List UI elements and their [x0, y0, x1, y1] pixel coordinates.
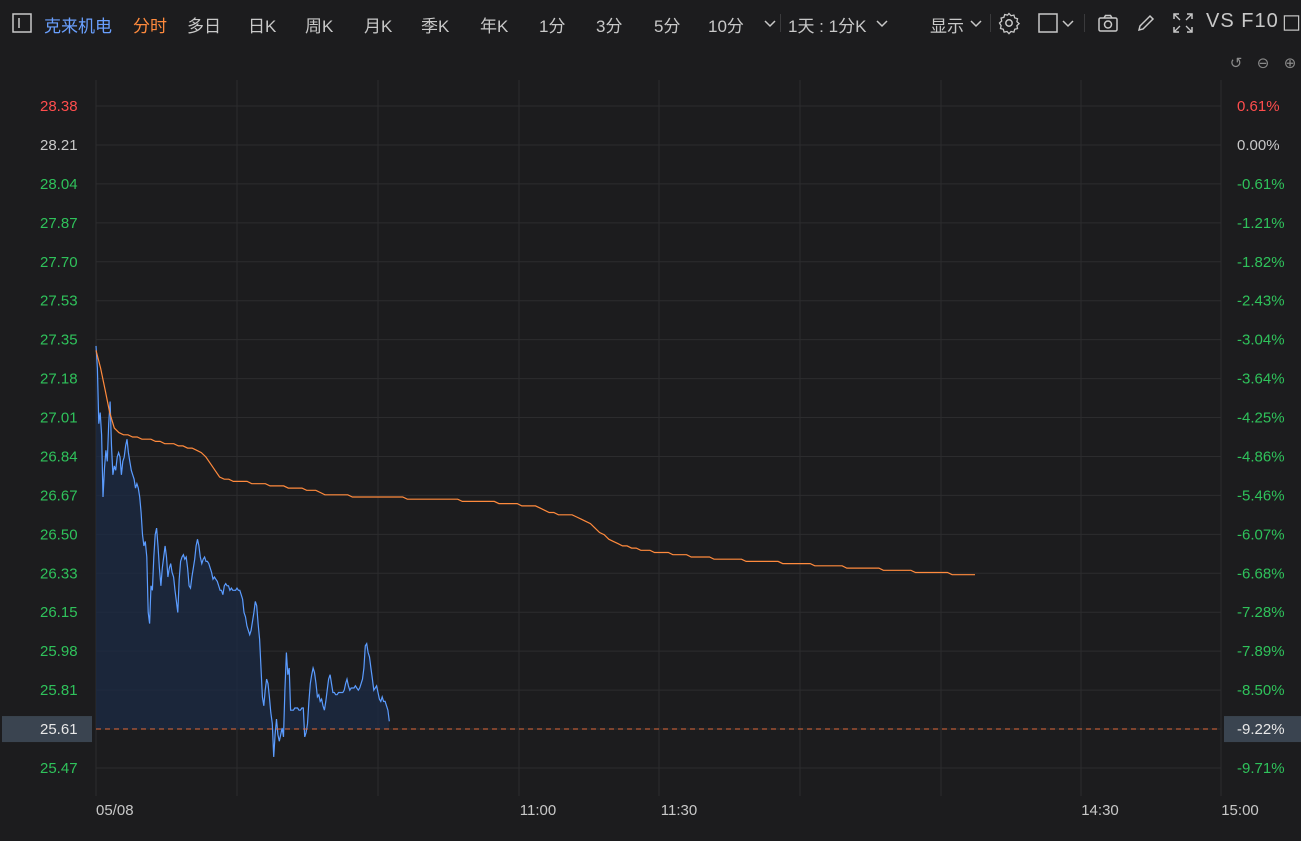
- pencil-icon[interactable]: [1134, 11, 1158, 35]
- intraday-chart[interactable]: ↺ ⊖ ⊕ 28.38 28.21 28.04 27.87 27.70 27.53 27.35 27…: [0, 46, 1301, 841]
- y-tick-right: -4.25%: [1237, 410, 1285, 427]
- y-tick-left: 25.61: [40, 721, 78, 738]
- y-tick-right: -3.04%: [1237, 332, 1285, 349]
- y-tick-left: 27.18: [40, 371, 78, 388]
- chevron-down-icon[interactable]: [870, 11, 894, 35]
- x-tick: 05/08: [96, 802, 134, 819]
- panel-icon[interactable]: [1282, 11, 1301, 35]
- zoom-out-icon: ⊖: [1257, 54, 1270, 72]
- y-tick-right: -8.50%: [1237, 682, 1285, 699]
- period-selector[interactable]: 1天 : 1分K: [788, 17, 867, 36]
- y-tick-left: 26.15: [40, 604, 78, 621]
- y-tick-left: 27.70: [40, 254, 78, 271]
- y-tick-left: 25.47: [40, 760, 78, 777]
- y-tick-right: -1.82%: [1237, 254, 1285, 271]
- tab-intraday[interactable]: 分时: [133, 17, 167, 36]
- y-tick-left: 27.35: [40, 332, 78, 349]
- x-tick: 15:00: [1221, 802, 1259, 819]
- camera-icon[interactable]: [1096, 11, 1120, 35]
- y-tick-right: -6.07%: [1237, 526, 1285, 543]
- price-line: [95, 345, 390, 757]
- tab-10min[interactable]: 10分: [708, 17, 744, 36]
- tab-yearly-k[interactable]: 年K: [480, 17, 509, 36]
- tab-5min[interactable]: 5分: [654, 17, 681, 36]
- chevron-down-icon[interactable]: [1056, 11, 1080, 35]
- chevron-down-icon[interactable]: [964, 11, 988, 35]
- y-tick-left: 26.67: [40, 487, 78, 504]
- y-tick-left: 26.84: [40, 448, 78, 465]
- square-icon[interactable]: [1036, 11, 1060, 35]
- tab-multiday[interactable]: 多日: [187, 17, 221, 36]
- y-tick-left: 26.33: [40, 565, 78, 582]
- y-tick-right: -2.43%: [1237, 293, 1285, 310]
- y-tick-right: -0.61%: [1237, 176, 1285, 193]
- toolbar: 克来机电 分时 多日 日K 周K 月K 季K 年K 1分 3分 5分 10分 1…: [0, 0, 1301, 47]
- average-line: [95, 350, 975, 576]
- reset-icon: ↺: [1230, 54, 1243, 72]
- tab-3min[interactable]: 3分: [596, 17, 623, 36]
- y-tick-right: -3.64%: [1237, 371, 1285, 388]
- x-tick: 11:00: [520, 802, 556, 819]
- y-tick-left: 26.50: [40, 526, 78, 543]
- y-tick-right: -7.28%: [1237, 604, 1285, 621]
- tab-daily-k[interactable]: 日K: [248, 17, 277, 36]
- y-tick-right: -5.46%: [1237, 487, 1285, 504]
- y-tick-left: 28.21: [40, 137, 78, 154]
- y-tick-left: 25.81: [40, 682, 78, 699]
- sidebar-toggle-icon[interactable]: [10, 11, 34, 35]
- vs-f10-button[interactable]: VS F10: [1206, 10, 1279, 32]
- y-tick-right: -6.68%: [1237, 565, 1285, 582]
- y-tick-left: 28.38: [40, 98, 78, 115]
- tab-monthly-k[interactable]: 月K: [364, 17, 393, 36]
- stock-name[interactable]: 克来机电: [44, 17, 112, 36]
- y-tick-right: -1.21%: [1237, 215, 1285, 232]
- divider: [990, 14, 991, 32]
- y-tick-left: 25.98: [40, 643, 78, 660]
- price-area: [96, 345, 390, 757]
- fullscreen-icon[interactable]: [1171, 11, 1195, 35]
- gear-icon[interactable]: [997, 11, 1021, 35]
- divider: [780, 14, 781, 32]
- y-tick-right: -9.22%: [1237, 721, 1285, 738]
- y-tick-right: -9.71%: [1237, 760, 1285, 777]
- tab-quarterly-k[interactable]: 季K: [421, 17, 450, 36]
- y-tick-left: 27.87: [40, 215, 78, 232]
- divider: [1084, 14, 1085, 32]
- y-tick-right: -7.89%: [1237, 643, 1285, 660]
- y-tick-right: 0.61%: [1237, 98, 1280, 115]
- y-tick-right: 0.00%: [1237, 137, 1280, 154]
- tab-1min[interactable]: 1分: [539, 17, 566, 36]
- current-pct-badge: [1224, 716, 1301, 743]
- display-menu[interactable]: 显示: [930, 17, 964, 36]
- x-tick: 11:30: [661, 802, 697, 819]
- tab-weekly-k[interactable]: 周K: [305, 17, 334, 36]
- y-tick-left: 27.01: [40, 410, 78, 427]
- x-tick: 14:30: [1081, 802, 1119, 819]
- current-price-badge: [2, 716, 92, 743]
- chevron-down-icon[interactable]: [758, 11, 782, 35]
- y-tick-left: 27.53: [40, 293, 78, 310]
- y-tick-right: -4.86%: [1237, 448, 1285, 465]
- zoom-in-icon: ⊕: [1284, 54, 1297, 72]
- y-tick-left: 28.04: [40, 176, 78, 193]
